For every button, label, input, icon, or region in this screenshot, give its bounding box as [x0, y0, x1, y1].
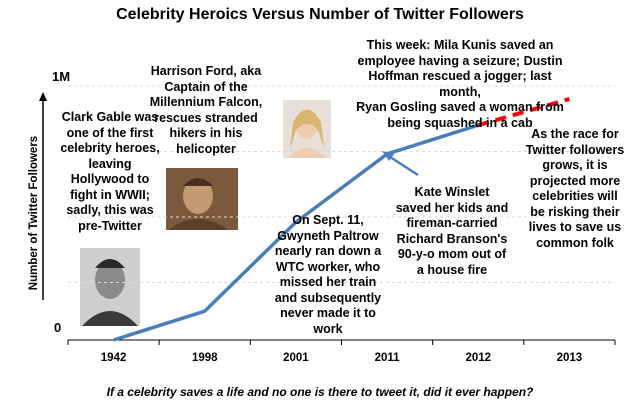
chart-caption: If a celebrity saves a life and no one i…	[106, 385, 534, 399]
y-tick-1m: 1M	[52, 69, 71, 84]
x-tick-label: 1942	[100, 352, 127, 364]
annotation-clark-gable: Clark Gable was one of the first celebri…	[60, 110, 160, 233]
photo-clark-gable	[80, 248, 140, 326]
series-line-actual	[113, 123, 479, 342]
annotation-gwyneth-paltrow: On Sept. 11, Gwyneth Paltrow nearly ran …	[274, 213, 382, 336]
series-line-projection	[477, 97, 570, 128]
chart-title: Celebrity Heroics Versus Number of Twitt…	[116, 6, 524, 23]
x-tick-label: 2011	[374, 352, 400, 364]
photo-harrison-ford	[166, 168, 238, 230]
y-axis-label-wrap: Number of Twitter Followers	[24, 118, 44, 308]
x-tick-label: 1998	[191, 352, 218, 364]
callout-arrow	[382, 151, 419, 177]
y-tick-0: 0	[54, 320, 62, 335]
x-tick-label: 2001	[283, 352, 309, 364]
annotation-race: As the race for Twitter followers grows,…	[525, 127, 625, 250]
annotation-kate-winslet: Kate Winslet saved her kids and fireman-…	[395, 185, 509, 277]
x-tick-label: 2012	[465, 352, 492, 364]
annotation-this-week: This week: Mila Kunis saved an employee …	[356, 38, 564, 130]
photo-gwyneth-paltrow	[283, 100, 331, 158]
x-tick-label: 2013	[556, 352, 583, 364]
y-axis-label: Number of Twitter Followers	[28, 135, 40, 291]
annotation-harrison-ford: Harrison Ford, aka Captain of the Millen…	[149, 64, 263, 156]
y-axis-arrowhead	[39, 92, 47, 101]
